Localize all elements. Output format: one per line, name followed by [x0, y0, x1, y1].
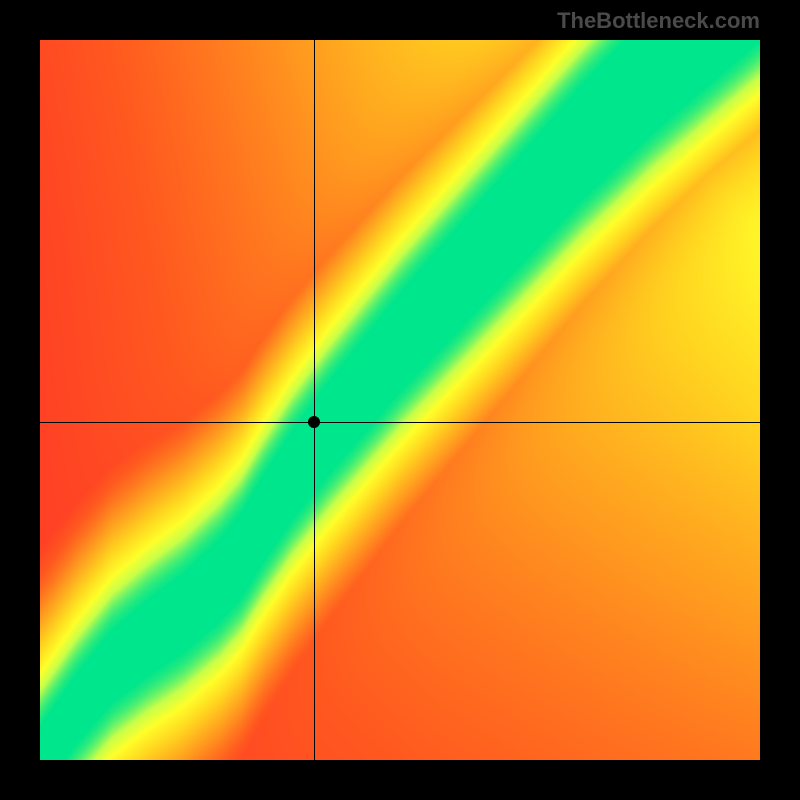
crosshair-vertical: [314, 40, 315, 760]
marker-dot: [308, 416, 320, 428]
heatmap-canvas: [40, 40, 760, 760]
watermark-text: TheBottleneck.com: [557, 8, 760, 34]
plot-area: [40, 40, 760, 760]
crosshair-horizontal: [40, 422, 760, 423]
